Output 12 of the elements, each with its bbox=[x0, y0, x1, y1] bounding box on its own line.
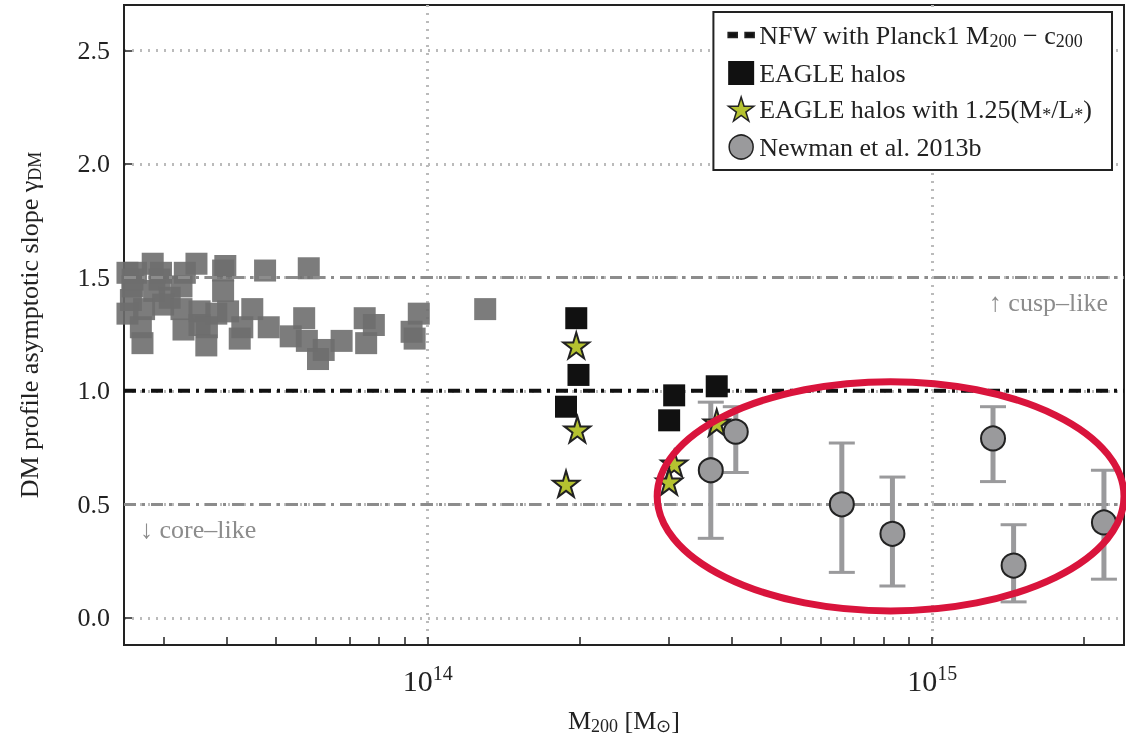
ref-line-label: ↓ core–like bbox=[140, 514, 257, 544]
y-axis-title: DM profile asymptotic slope γDM bbox=[14, 151, 45, 499]
ref-line-label: ↑ cusp–like bbox=[988, 287, 1108, 317]
legend-label: Newman et al. 2013b bbox=[759, 132, 982, 162]
y-tick-label: 1.0 bbox=[77, 376, 110, 406]
legend-label: EAGLE halos with 1.25(M*/L*) bbox=[759, 94, 1093, 125]
legend-label: EAGLE halos bbox=[759, 58, 906, 88]
y-tick-label: 0.0 bbox=[77, 603, 110, 633]
y-tick-label: 2.5 bbox=[77, 35, 110, 65]
y-tick-label: 1.5 bbox=[77, 262, 110, 292]
y-tick-label: 2.0 bbox=[77, 149, 110, 179]
y-tick-label: 0.5 bbox=[77, 489, 110, 519]
